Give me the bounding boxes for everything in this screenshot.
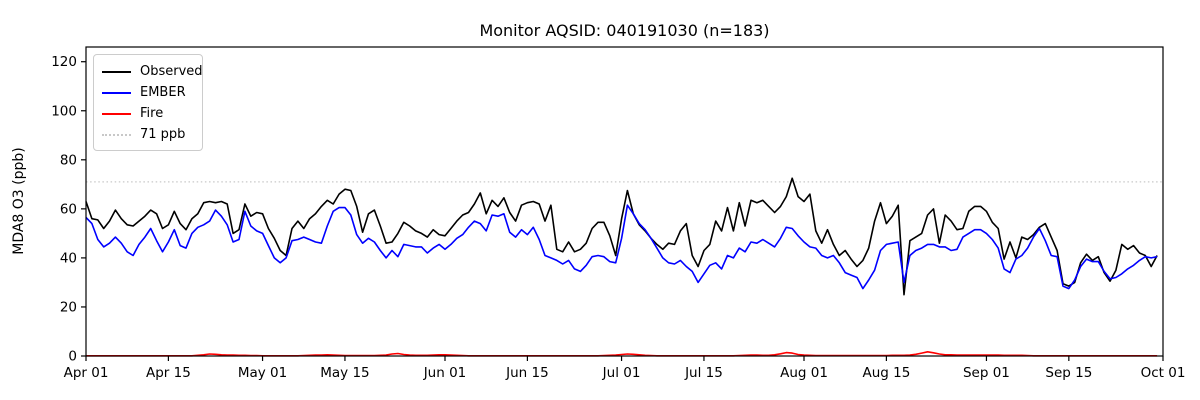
x-tick-label: Aug 15 bbox=[862, 365, 910, 381]
y-tick-label: 60 bbox=[60, 201, 77, 217]
ember-line bbox=[85, 204, 1158, 290]
legend-item-ember: EMBER bbox=[102, 82, 194, 103]
x-tick-label: Apr 15 bbox=[146, 365, 191, 381]
legend-label: 71 ppb bbox=[140, 127, 186, 142]
x-tick-label: Jun 01 bbox=[423, 365, 467, 381]
legend-item-threshold: 71 ppb bbox=[102, 124, 194, 145]
x-tick-label: Apr 01 bbox=[64, 365, 109, 381]
axes-box bbox=[85, 46, 1164, 357]
legend-item-observed: Observed bbox=[102, 61, 203, 82]
legend-label: EMBER bbox=[140, 85, 186, 100]
chart-title: Monitor AQSID: 040191030 (n=183) bbox=[479, 21, 770, 40]
y-tick-label: 80 bbox=[60, 152, 77, 168]
x-tick-label: Jul 15 bbox=[684, 365, 723, 381]
fire-line-sample-icon bbox=[102, 112, 131, 115]
legend-label: Observed bbox=[140, 64, 203, 79]
observed-line bbox=[85, 177, 1158, 296]
legend-label: Fire bbox=[140, 106, 164, 121]
x-tick-label: Sep 01 bbox=[963, 365, 1010, 381]
ember-line-sample-icon bbox=[102, 91, 131, 94]
x-tick-label: Aug 01 bbox=[780, 365, 828, 381]
observed-line-sample-icon bbox=[102, 70, 131, 73]
y-tick-label: 100 bbox=[51, 103, 77, 119]
y-tick-label: 120 bbox=[51, 54, 77, 70]
x-tick-label: Sep 15 bbox=[1045, 365, 1092, 381]
threshold-line-sample-icon bbox=[102, 133, 131, 136]
fire-line bbox=[86, 350, 1158, 357]
y-tick-label: 0 bbox=[68, 349, 77, 365]
y-tick-label: 20 bbox=[60, 299, 77, 315]
y-tick-label: 40 bbox=[60, 250, 77, 266]
x-tick-label: May 15 bbox=[320, 365, 369, 381]
x-tick-label: Oct 01 bbox=[1141, 365, 1186, 381]
x-tick-label: May 01 bbox=[238, 365, 287, 381]
legend: Observed EMBER Fire 71 ppb bbox=[93, 54, 203, 151]
legend-item-fire: Fire bbox=[102, 103, 194, 124]
x-tick-label: Jun 15 bbox=[505, 365, 549, 381]
x-tick-label: Jul 01 bbox=[602, 365, 641, 381]
